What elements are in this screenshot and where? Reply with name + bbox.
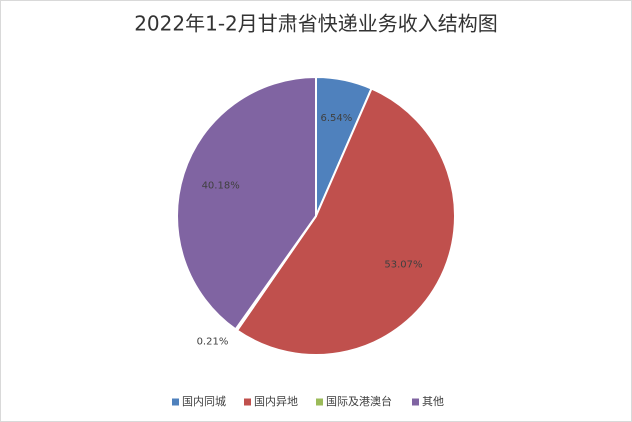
pie-slice: [235, 87, 456, 356]
legend-label: 其他: [422, 395, 444, 408]
legend-swatch: [244, 398, 251, 406]
data-label: 6.54%: [321, 113, 353, 124]
chart-title: 2022年1-2月甘肃省快递业务收入结构图: [134, 12, 498, 36]
legend-label: 国内同城: [182, 394, 226, 408]
data-label: 40.18%: [202, 181, 240, 192]
legend-swatch: [316, 398, 323, 406]
legend-swatch: [172, 398, 179, 406]
pie-slice: [176, 75, 317, 331]
data-label: 0.21%: [197, 336, 229, 347]
data-label: 53.07%: [384, 260, 422, 271]
legend-label: 国内异地: [254, 394, 298, 408]
legend-swatch: [412, 398, 419, 406]
legend-label: 国际及港澳台: [326, 394, 392, 408]
